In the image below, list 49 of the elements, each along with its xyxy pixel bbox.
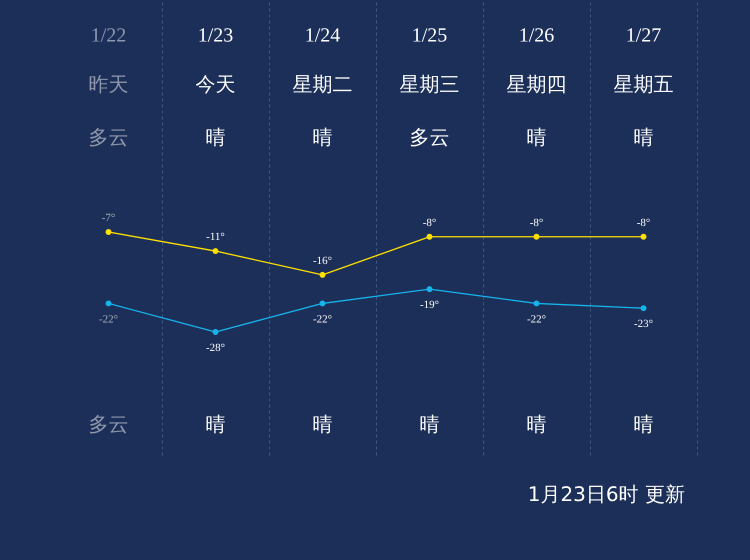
data-label: -28°	[206, 342, 226, 354]
text: 星期四	[506, 72, 566, 96]
data-label: -23°	[634, 318, 654, 330]
text: 晴	[526, 412, 546, 436]
text: 多云	[88, 125, 128, 149]
point	[426, 286, 432, 292]
point	[212, 248, 218, 254]
data-label: -16°	[312, 254, 332, 267]
text: 多云	[410, 125, 450, 149]
data-label: -7°	[102, 212, 116, 224]
text: 晴	[634, 125, 654, 149]
text: 今天	[196, 72, 236, 96]
data-label: -11°	[206, 231, 225, 244]
point	[320, 272, 326, 278]
point	[106, 300, 112, 306]
data-label: -19°	[420, 299, 440, 312]
text: 星期二	[292, 72, 352, 96]
text: 晴	[312, 412, 332, 436]
data-label: -8°	[636, 216, 650, 229]
text: 昨天	[88, 72, 128, 96]
x-tick-label: 1/23	[198, 24, 234, 46]
data-label: -22°	[526, 313, 546, 326]
point	[534, 234, 540, 240]
x-tick-label: 1/26	[518, 24, 554, 46]
text: 星期五	[614, 72, 674, 96]
point	[212, 329, 218, 335]
x-tick-label: 1/27	[626, 24, 662, 46]
data-label: -22°	[312, 313, 332, 326]
point	[320, 300, 326, 306]
text: 晴	[206, 125, 226, 149]
data-label: -8°	[422, 216, 436, 229]
text: 晴	[206, 412, 226, 436]
text: 多云	[88, 412, 128, 436]
x-tick-label: 1/22	[90, 24, 126, 46]
data-label: -22°	[98, 313, 118, 326]
point	[534, 300, 540, 306]
x-tick-label: 1/25	[412, 24, 448, 46]
point	[640, 305, 646, 312]
text: 晴	[312, 125, 332, 149]
point	[106, 229, 112, 235]
x-tick-label: 1/24	[304, 24, 340, 46]
point	[640, 234, 646, 240]
text: 晴	[420, 412, 440, 436]
text: 晴	[634, 412, 654, 436]
text: 晴	[526, 125, 546, 149]
text: 1月23日6时 更新	[528, 482, 685, 506]
data-label: -8°	[530, 216, 544, 229]
point	[426, 234, 432, 240]
text: 星期三	[400, 72, 460, 96]
